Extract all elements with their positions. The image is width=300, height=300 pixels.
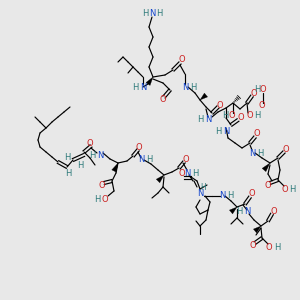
Text: O: O <box>249 190 255 199</box>
Text: H: H <box>64 154 70 163</box>
Text: O: O <box>260 85 266 94</box>
Text: H: H <box>192 169 198 178</box>
Text: H: H <box>190 82 196 91</box>
Polygon shape <box>112 163 118 172</box>
Text: N: N <box>223 127 229 136</box>
Text: N: N <box>140 82 146 91</box>
Text: O: O <box>179 169 185 178</box>
Text: N: N <box>138 155 144 164</box>
Text: O: O <box>283 145 289 154</box>
Polygon shape <box>156 175 164 183</box>
Text: O: O <box>160 95 166 104</box>
Text: O: O <box>183 154 189 164</box>
Polygon shape <box>254 226 261 233</box>
Text: N: N <box>149 8 155 17</box>
Text: O: O <box>251 88 257 98</box>
Polygon shape <box>230 207 237 214</box>
Text: O: O <box>259 101 265 110</box>
Text: O: O <box>247 112 253 121</box>
Polygon shape <box>200 93 208 100</box>
Text: H: H <box>142 8 148 17</box>
Text: H: H <box>254 112 260 121</box>
Text: O: O <box>282 184 288 194</box>
Text: H: H <box>289 184 295 194</box>
Text: N: N <box>197 188 203 197</box>
Text: O: O <box>238 113 244 122</box>
Text: H: H <box>146 155 152 164</box>
Text: H: H <box>227 191 233 200</box>
Text: N: N <box>249 148 255 158</box>
Text: O: O <box>87 139 93 148</box>
Text: O: O <box>271 206 277 215</box>
Text: H: H <box>215 127 221 136</box>
Text: H: H <box>65 169 71 178</box>
Text: H: H <box>156 8 162 17</box>
Text: N: N <box>97 152 103 160</box>
Text: O: O <box>254 130 260 139</box>
Text: H: H <box>274 242 280 251</box>
Text: H: H <box>94 194 100 203</box>
Text: O: O <box>265 182 271 190</box>
Polygon shape <box>262 163 270 172</box>
Text: O: O <box>99 182 105 190</box>
Text: N: N <box>219 191 225 200</box>
Text: O: O <box>102 194 108 203</box>
Text: O: O <box>250 242 256 250</box>
Text: H: H <box>254 85 260 94</box>
Text: N: N <box>205 116 211 124</box>
Text: H: H <box>222 112 228 121</box>
Text: H: H <box>197 116 203 124</box>
Text: N: N <box>184 169 190 178</box>
Text: O: O <box>229 112 235 121</box>
Text: H: H <box>89 152 95 160</box>
Text: H: H <box>257 148 263 158</box>
Text: O: O <box>266 242 272 251</box>
Text: H: H <box>236 208 242 217</box>
Text: H: H <box>200 184 206 193</box>
Text: N: N <box>182 82 188 91</box>
Text: O: O <box>179 56 185 64</box>
Text: O: O <box>136 142 142 152</box>
Polygon shape <box>146 77 153 86</box>
Text: N: N <box>244 208 250 217</box>
Text: H: H <box>132 82 138 91</box>
Text: O: O <box>217 100 223 109</box>
Text: H: H <box>77 160 83 169</box>
